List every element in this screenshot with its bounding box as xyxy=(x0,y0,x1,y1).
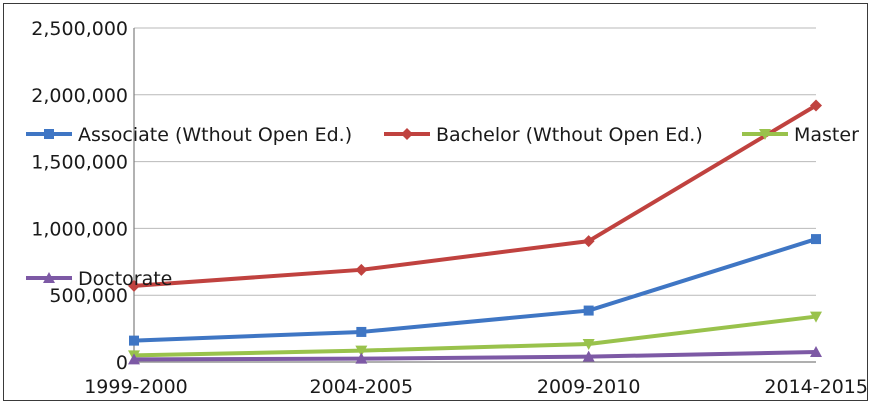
data-point xyxy=(129,335,139,346)
line-chart: 0 500,000 1,000,000 1,500,000 2,000,000 2,500… xyxy=(26,18,868,398)
series-bachelor xyxy=(128,99,822,292)
series-associate xyxy=(129,234,821,346)
y-tick-label: 1,000,000 xyxy=(31,218,128,240)
data-point xyxy=(128,353,140,365)
data-point xyxy=(128,279,140,292)
data-point xyxy=(759,129,771,140)
legend-label: Associate (Wthout Open Ed.) xyxy=(78,124,352,146)
x-axis-ticks: 1999-2000 2004-2005 2009-2010 2014-2015 xyxy=(84,376,868,398)
legend-entry: Bachelor (Wthout Open Ed.) xyxy=(384,124,703,146)
data-point xyxy=(810,99,822,112)
y-tick-label: 500,000 xyxy=(49,285,128,307)
data-point xyxy=(582,350,595,362)
data-point xyxy=(401,128,413,140)
y-tick-label: 2,500,000 xyxy=(31,18,128,40)
data-point xyxy=(356,326,367,337)
data-point xyxy=(43,272,55,283)
legend: Associate (Wthout Open Ed.) Bachelor (Wth… xyxy=(26,124,859,290)
series-master xyxy=(128,311,822,362)
series-line xyxy=(132,237,818,343)
legend-label: Doctorate xyxy=(78,268,172,290)
gridlines xyxy=(134,27,816,296)
data-point xyxy=(810,345,822,357)
series-line xyxy=(132,349,818,362)
data-point xyxy=(811,234,821,245)
data-point xyxy=(583,305,594,316)
x-tick-label: 2014-2015 xyxy=(764,376,868,398)
data-point xyxy=(44,129,54,139)
x-tick-label: 2004-2005 xyxy=(310,376,414,398)
y-tick-label: 2,000,000 xyxy=(31,85,128,107)
legend-entry: Associate (Wthout Open Ed.) xyxy=(26,124,352,146)
y-tick-label: 1,500,000 xyxy=(31,152,128,174)
data-point xyxy=(355,352,368,364)
y-axis-ticks: 0 500,000 1,000,000 1,500,000 2,000,000 2,500… xyxy=(31,18,128,374)
data-point xyxy=(810,311,822,323)
axes xyxy=(133,28,816,363)
y-tick-label: 0 xyxy=(116,352,128,374)
series-group xyxy=(128,99,822,365)
chart-frame: 0 500,000 1,000,000 1,500,000 2,000,000 2,500… xyxy=(3,3,868,401)
series-doctorate xyxy=(128,345,822,365)
legend-label: Master xyxy=(794,124,859,146)
data-point xyxy=(355,345,368,357)
legend-entry: Master xyxy=(742,124,859,146)
legend-entry: Doctorate xyxy=(26,268,172,290)
x-tick-label: 2009-2010 xyxy=(537,376,641,398)
x-tick-label: 1999-2000 xyxy=(84,376,188,398)
legend-label: Bachelor (Wthout Open Ed.) xyxy=(436,124,703,146)
data-point xyxy=(582,235,595,248)
series-line xyxy=(132,103,818,288)
data-point xyxy=(355,263,368,276)
data-point xyxy=(582,338,595,350)
series-line xyxy=(132,314,818,358)
